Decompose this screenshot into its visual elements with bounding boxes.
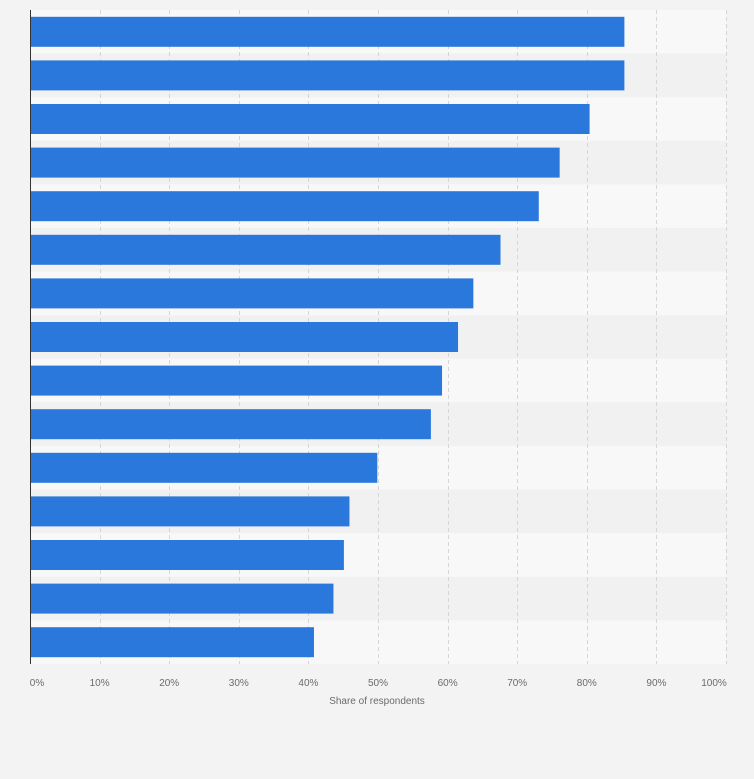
bar[interactable] <box>30 60 625 91</box>
bar[interactable] <box>30 322 459 352</box>
x-tick-label: 20% <box>159 678 179 689</box>
x-tick-labels: 0% 10% 20% 30% 40% 50% 60% 70% 80% 90% 100% <box>30 678 727 689</box>
x-tick-label: 80% <box>577 678 597 689</box>
bar[interactable] <box>30 540 344 570</box>
x-tick-label: 30% <box>229 678 249 689</box>
x-tick-label: 60% <box>438 678 458 689</box>
bar[interactable] <box>30 365 443 396</box>
x-tick-label: 40% <box>298 678 318 689</box>
x-tick-label: 0% <box>30 678 45 689</box>
x-tick-label: 100% <box>701 678 727 689</box>
bar[interactable] <box>30 191 539 222</box>
bar[interactable] <box>30 104 590 134</box>
bar[interactable] <box>30 452 378 483</box>
bar[interactable] <box>30 147 560 178</box>
x-tick-label: 50% <box>368 678 388 689</box>
bar[interactable] <box>30 278 474 309</box>
bar[interactable] <box>30 583 334 614</box>
bar[interactable] <box>30 409 431 440</box>
bar[interactable] <box>30 16 625 47</box>
bar[interactable] <box>30 234 501 265</box>
x-axis-title: Share of respondents <box>329 696 425 707</box>
x-tick-label: 70% <box>507 678 527 689</box>
bars <box>30 16 625 658</box>
bar[interactable] <box>30 627 314 658</box>
x-tick-label: 90% <box>646 678 666 689</box>
bar[interactable] <box>30 496 350 527</box>
x-tick-label: 10% <box>90 678 110 689</box>
